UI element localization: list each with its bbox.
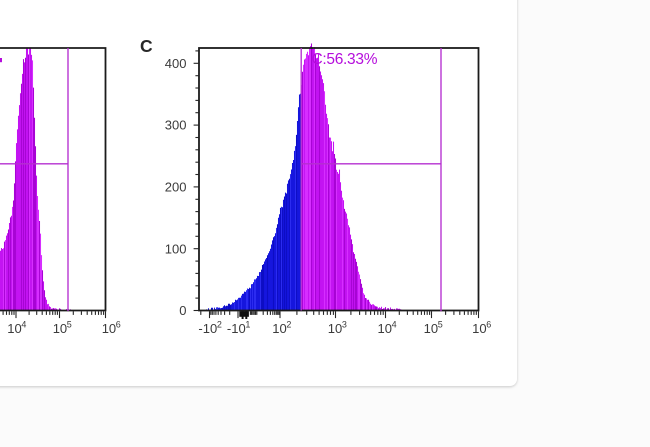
svg-text:4: 4 xyxy=(392,320,397,330)
svg-text:10: 10 xyxy=(53,321,67,336)
svg-text:6: 6 xyxy=(116,320,121,330)
svg-text:10: 10 xyxy=(272,321,286,336)
svg-text:-10: -10 xyxy=(198,321,217,336)
svg-text:0: 0 xyxy=(179,303,186,318)
svg-text:10: 10 xyxy=(102,321,116,336)
svg-text:-10: -10 xyxy=(227,321,246,336)
svg-text:1: 1 xyxy=(245,320,250,330)
svg-text:3: 3 xyxy=(342,320,347,330)
svg-text:5: 5 xyxy=(438,320,443,330)
svg-text:C: C xyxy=(140,36,153,56)
svg-text:100: 100 xyxy=(165,241,187,256)
svg-text:400: 400 xyxy=(165,56,187,71)
svg-text:10: 10 xyxy=(424,321,438,336)
svg-text:C:56.33%: C:56.33% xyxy=(312,51,378,68)
svg-text:10: 10 xyxy=(378,321,392,336)
svg-text:4: 4 xyxy=(21,320,26,330)
svg-text:2: 2 xyxy=(217,320,222,330)
svg-text:2: 2 xyxy=(286,320,291,330)
svg-text:200: 200 xyxy=(165,180,187,195)
svg-text:300: 300 xyxy=(165,118,187,133)
svg-text:10: 10 xyxy=(328,321,342,336)
svg-text:10: 10 xyxy=(472,321,486,336)
svg-text:6: 6 xyxy=(486,320,491,330)
svg-text:5: 5 xyxy=(67,320,72,330)
svg-text:10: 10 xyxy=(7,321,21,336)
